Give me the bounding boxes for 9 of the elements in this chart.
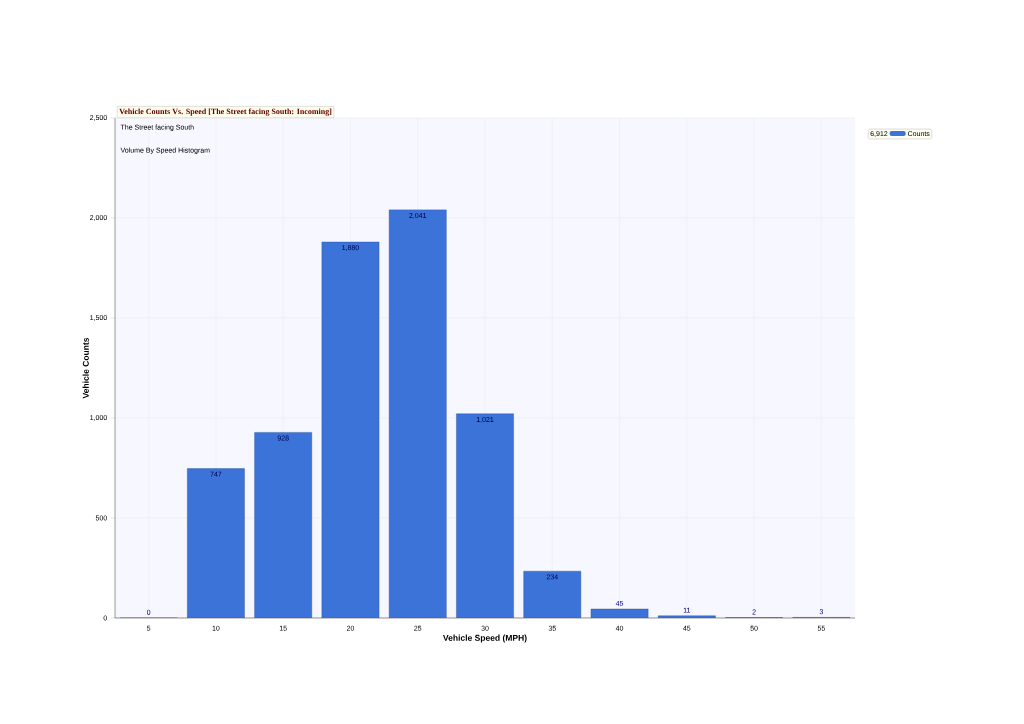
bar [388,209,447,618]
chart-title: Vehicle Counts Vs. Speed [The Street facing South: Incoming] [119,108,332,116]
y-axis-title: Vehicle Counts [82,337,89,399]
bar [456,413,514,618]
x-axis-title: Vehicle Speed (MPH) [443,634,527,643]
bar [523,571,582,618]
bar [187,468,245,618]
bar [321,241,380,618]
bar [254,432,312,618]
